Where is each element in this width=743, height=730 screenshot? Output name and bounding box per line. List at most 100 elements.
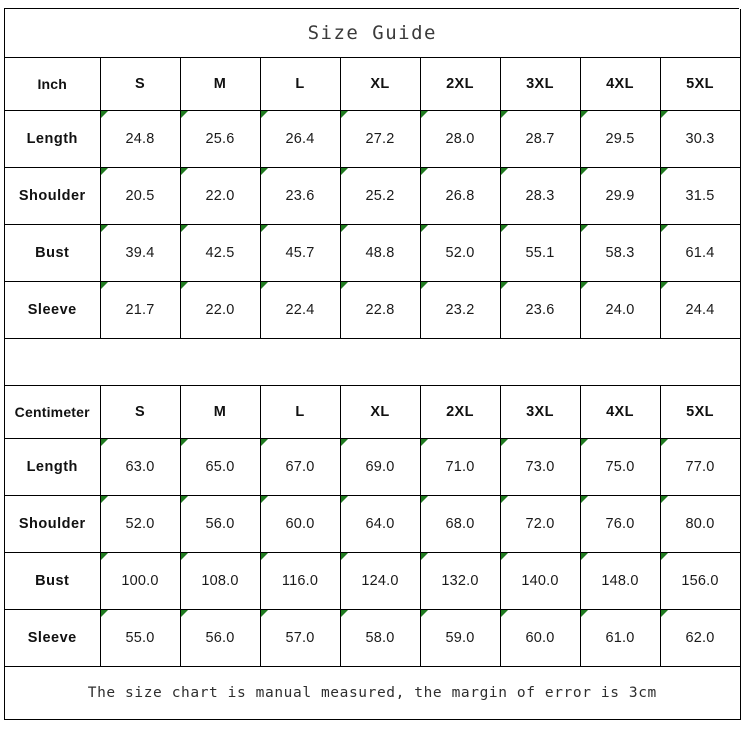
measurement-value-text: 52.0 (445, 245, 475, 261)
size-column-header-s: S (100, 385, 181, 439)
measurement-value-text: 75.0 (605, 459, 635, 475)
measurement-row-label-bust: Bust (5, 224, 101, 282)
measurement-value-text: 22.0 (205, 302, 235, 318)
measurement-value-text: 23.6 (285, 188, 315, 204)
measurement-value-text: 24.8 (125, 131, 155, 147)
measurement-value-cell: 27.2 (340, 110, 421, 168)
text-as-number-flag-icon (260, 111, 268, 118)
measurement-value-text: 69.0 (365, 459, 395, 475)
text-as-number-flag-icon (420, 168, 428, 175)
text-as-number-flag-icon (340, 225, 348, 232)
measurement-value-text: 61.4 (685, 245, 715, 261)
size-column-header-m: M (180, 385, 261, 439)
size-column-header-label: S (134, 76, 146, 92)
measurement-row-label-shoulder: Shoulder (5, 167, 101, 225)
measurement-value-cell: 60.0 (500, 609, 581, 667)
measurement-value-text: 22.4 (285, 302, 315, 318)
measurement-value-text: 20.5 (125, 188, 155, 204)
text-as-number-flag-icon (500, 168, 508, 175)
measurement-value-cell: 116.0 (260, 552, 341, 610)
measurement-row: Sleeve 21.7 22.0 22.4 22.8 23.2 23.6 24.0 24.4 (5, 281, 741, 339)
measurement-value-cell: 58.0 (340, 609, 421, 667)
text-as-number-flag-icon (660, 168, 668, 175)
measurement-value-text: 52.0 (125, 516, 155, 532)
measurement-value-cell: 24.4 (660, 281, 741, 339)
text-as-number-flag-icon (580, 439, 588, 446)
measurement-value-cell: 75.0 (580, 438, 661, 496)
text-as-number-flag-icon (100, 168, 108, 175)
measurement-value-text: 60.0 (285, 516, 315, 532)
measurement-value-text: 80.0 (685, 516, 715, 532)
text-as-number-flag-icon (660, 610, 668, 617)
text-as-number-flag-icon (340, 610, 348, 617)
measurement-value-text: 26.4 (285, 131, 315, 147)
text-as-number-flag-icon (580, 553, 588, 560)
measurement-value-text: 22.8 (365, 302, 395, 318)
page-title: Size Guide (5, 9, 741, 58)
measurement-value-cell: 63.0 (100, 438, 181, 496)
measurement-value-text: 67.0 (285, 459, 315, 475)
measurement-value-text: 45.7 (285, 245, 315, 261)
text-as-number-flag-icon (500, 225, 508, 232)
measurement-value-text: 39.4 (125, 245, 155, 261)
measurement-row-label-bust: Bust (5, 552, 101, 610)
text-as-number-flag-icon (660, 496, 668, 503)
measurement-value-cell: 22.0 (180, 281, 261, 339)
measurement-value-text: 30.3 (685, 131, 715, 147)
measurement-row-label-text: Sleeve (27, 302, 77, 318)
measurement-value-text: 57.0 (285, 630, 315, 646)
text-as-number-flag-icon (500, 610, 508, 617)
header-row-centimeter: Centimeter S M L XL 2XL 3XL 4XL 5XL (5, 385, 741, 439)
text-as-number-flag-icon (180, 439, 188, 446)
text-as-number-flag-icon (260, 553, 268, 560)
size-column-header-4xl: 4XL (580, 57, 661, 111)
text-as-number-flag-icon (420, 553, 428, 560)
text-as-number-flag-icon (260, 439, 268, 446)
measurement-value-text: 156.0 (681, 573, 719, 589)
measurement-value-cell: 68.0 (420, 495, 501, 553)
measurement-value-text: 56.0 (205, 516, 235, 532)
size-column-header-l: L (260, 57, 341, 111)
size-guide-table: Size Guide Inch S M L XL 2XL 3XL 4XL 5XL Length 24.… (5, 9, 741, 720)
measurement-value-cell: 26.4 (260, 110, 341, 168)
text-as-number-flag-icon (100, 225, 108, 232)
measurement-value-cell: 69.0 (340, 438, 421, 496)
measurement-value-text: 59.0 (445, 630, 475, 646)
measurement-value-text: 65.0 (205, 459, 235, 475)
size-column-header-label: 4XL (606, 76, 634, 92)
measurement-value-cell: 55.1 (500, 224, 581, 282)
text-as-number-flag-icon (580, 496, 588, 503)
measurement-value-cell: 71.0 (420, 438, 501, 496)
measurement-value-cell: 64.0 (340, 495, 421, 553)
size-column-header-label: 5XL (686, 76, 714, 92)
text-as-number-flag-icon (100, 111, 108, 118)
measurement-value-text: 21.7 (125, 302, 155, 318)
size-column-header-3xl: 3XL (500, 57, 581, 111)
table-spacer-row (5, 338, 741, 386)
measurement-value-cell: 45.7 (260, 224, 341, 282)
measurement-value-text: 72.0 (525, 516, 555, 532)
measurement-value-cell: 60.0 (260, 495, 341, 553)
size-column-header-label: 2XL (446, 404, 474, 420)
text-as-number-flag-icon (340, 111, 348, 118)
measurement-value-cell: 30.3 (660, 110, 741, 168)
footer-note-row: The size chart is manual measured, the m… (5, 666, 741, 720)
text-as-number-flag-icon (420, 282, 428, 289)
measurement-value-text: 58.3 (605, 245, 635, 261)
text-as-number-flag-icon (580, 168, 588, 175)
measurement-value-cell: 140.0 (500, 552, 581, 610)
measurement-value-text: 28.3 (525, 188, 555, 204)
text-as-number-flag-icon (580, 610, 588, 617)
measurement-value-text: 132.0 (441, 573, 479, 589)
text-as-number-flag-icon (660, 553, 668, 560)
measurement-value-cell: 52.0 (100, 495, 181, 553)
unit-header-label: Inch (37, 76, 68, 92)
measurement-value-cell: 29.5 (580, 110, 661, 168)
measurement-value-cell: 31.5 (660, 167, 741, 225)
measurement-value-text: 56.0 (205, 630, 235, 646)
measurement-value-cell: 42.5 (180, 224, 261, 282)
text-as-number-flag-icon (100, 553, 108, 560)
text-as-number-flag-icon (420, 111, 428, 118)
measurement-row: Sleeve 55.0 56.0 57.0 58.0 59.0 60.0 61.0 62.0 (5, 609, 741, 667)
measurement-value-text: 140.0 (521, 573, 559, 589)
